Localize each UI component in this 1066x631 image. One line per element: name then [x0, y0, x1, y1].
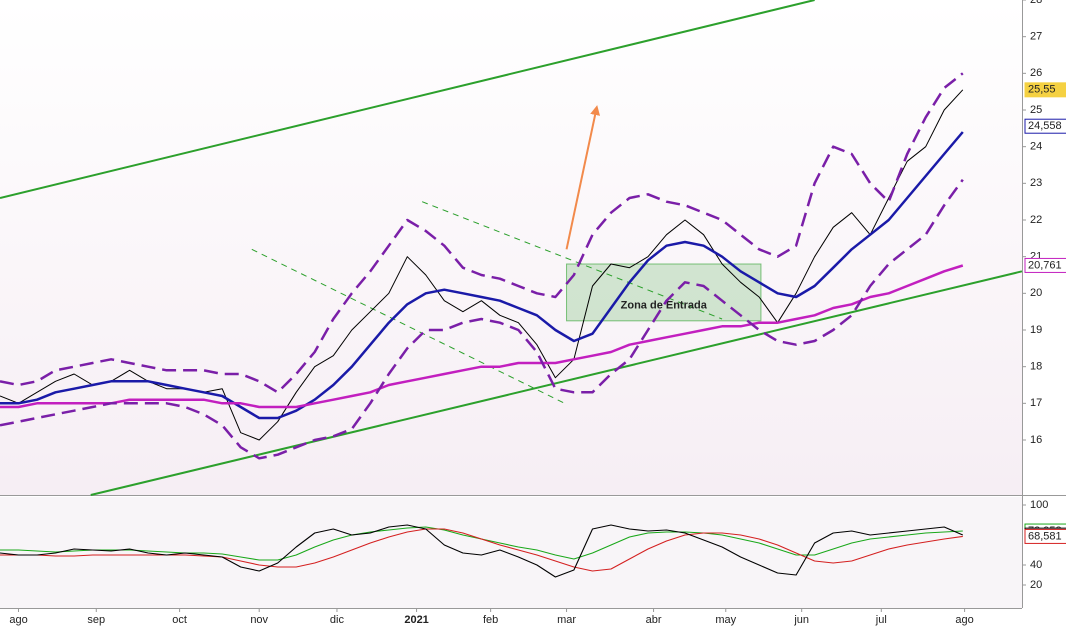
y-tick-label: 23: [1030, 177, 1042, 189]
series-line: [0, 524, 964, 578]
y-tick-label: 40: [1030, 559, 1042, 571]
last-value-box: [1024, 257, 1066, 273]
x-tick-label: dic: [330, 614, 345, 626]
x-tick-label: 2021: [404, 614, 428, 626]
series-line: [0, 264, 964, 409]
trend-line: [90, 270, 1023, 496]
y-tick-label: 100: [1030, 499, 1048, 511]
y-tick-label: 19: [1030, 324, 1042, 336]
trend-line: [251, 248, 565, 404]
y-tick-label: 27: [1030, 31, 1042, 43]
last-value-box: [1024, 118, 1066, 134]
trend-line: [0, 0, 815, 199]
y-tick-label: 24: [1030, 141, 1042, 153]
series-line: [0, 178, 964, 460]
y-tick-label: 28: [1030, 0, 1042, 6]
price-panel: [0, 0, 1022, 495]
last-value-box: [1024, 82, 1066, 98]
last-value-box: [1024, 528, 1066, 544]
x-tick-label: may: [715, 614, 736, 626]
series-line: [0, 131, 964, 420]
trend-line: [421, 201, 723, 320]
series-line: [0, 89, 964, 441]
y-tick-label: 20: [1030, 287, 1042, 299]
y-tick-label: 18: [1030, 361, 1042, 373]
y-tick-label: 20: [1030, 579, 1042, 591]
x-tick-label: sep: [87, 614, 105, 626]
series-line: [0, 528, 963, 572]
x-tick-label: jul: [875, 614, 887, 626]
oscillator-panel: [0, 497, 1022, 608]
y-tick-label: 26: [1030, 67, 1042, 79]
arrow: [565, 105, 601, 250]
x-tick-label: nov: [250, 614, 268, 626]
x-tick-label: ago: [9, 614, 27, 626]
last-value-label: 24,558: [1028, 120, 1062, 132]
entry-zone: [566, 263, 762, 322]
x-tick-label: feb: [483, 614, 498, 626]
last-value-label: 20,761: [1028, 259, 1062, 271]
y-tick-label: 25: [1030, 104, 1042, 116]
x-tick-label: oct: [172, 614, 187, 626]
x-tick-label: jun: [793, 614, 809, 626]
y-tick-label: 16: [1030, 434, 1042, 446]
x-tick-label: abr: [646, 614, 662, 626]
last-value-label: 25,55: [1028, 84, 1056, 96]
zone-label: Zona de Entrada: [621, 299, 708, 311]
x-tick-label: mar: [557, 614, 576, 626]
y-tick-label: 22: [1030, 214, 1042, 226]
x-tick-label: ago: [955, 614, 973, 626]
series-line: [0, 72, 964, 394]
y-tick-label: 17: [1030, 397, 1042, 409]
last-value-label: 68,581: [1028, 530, 1062, 542]
